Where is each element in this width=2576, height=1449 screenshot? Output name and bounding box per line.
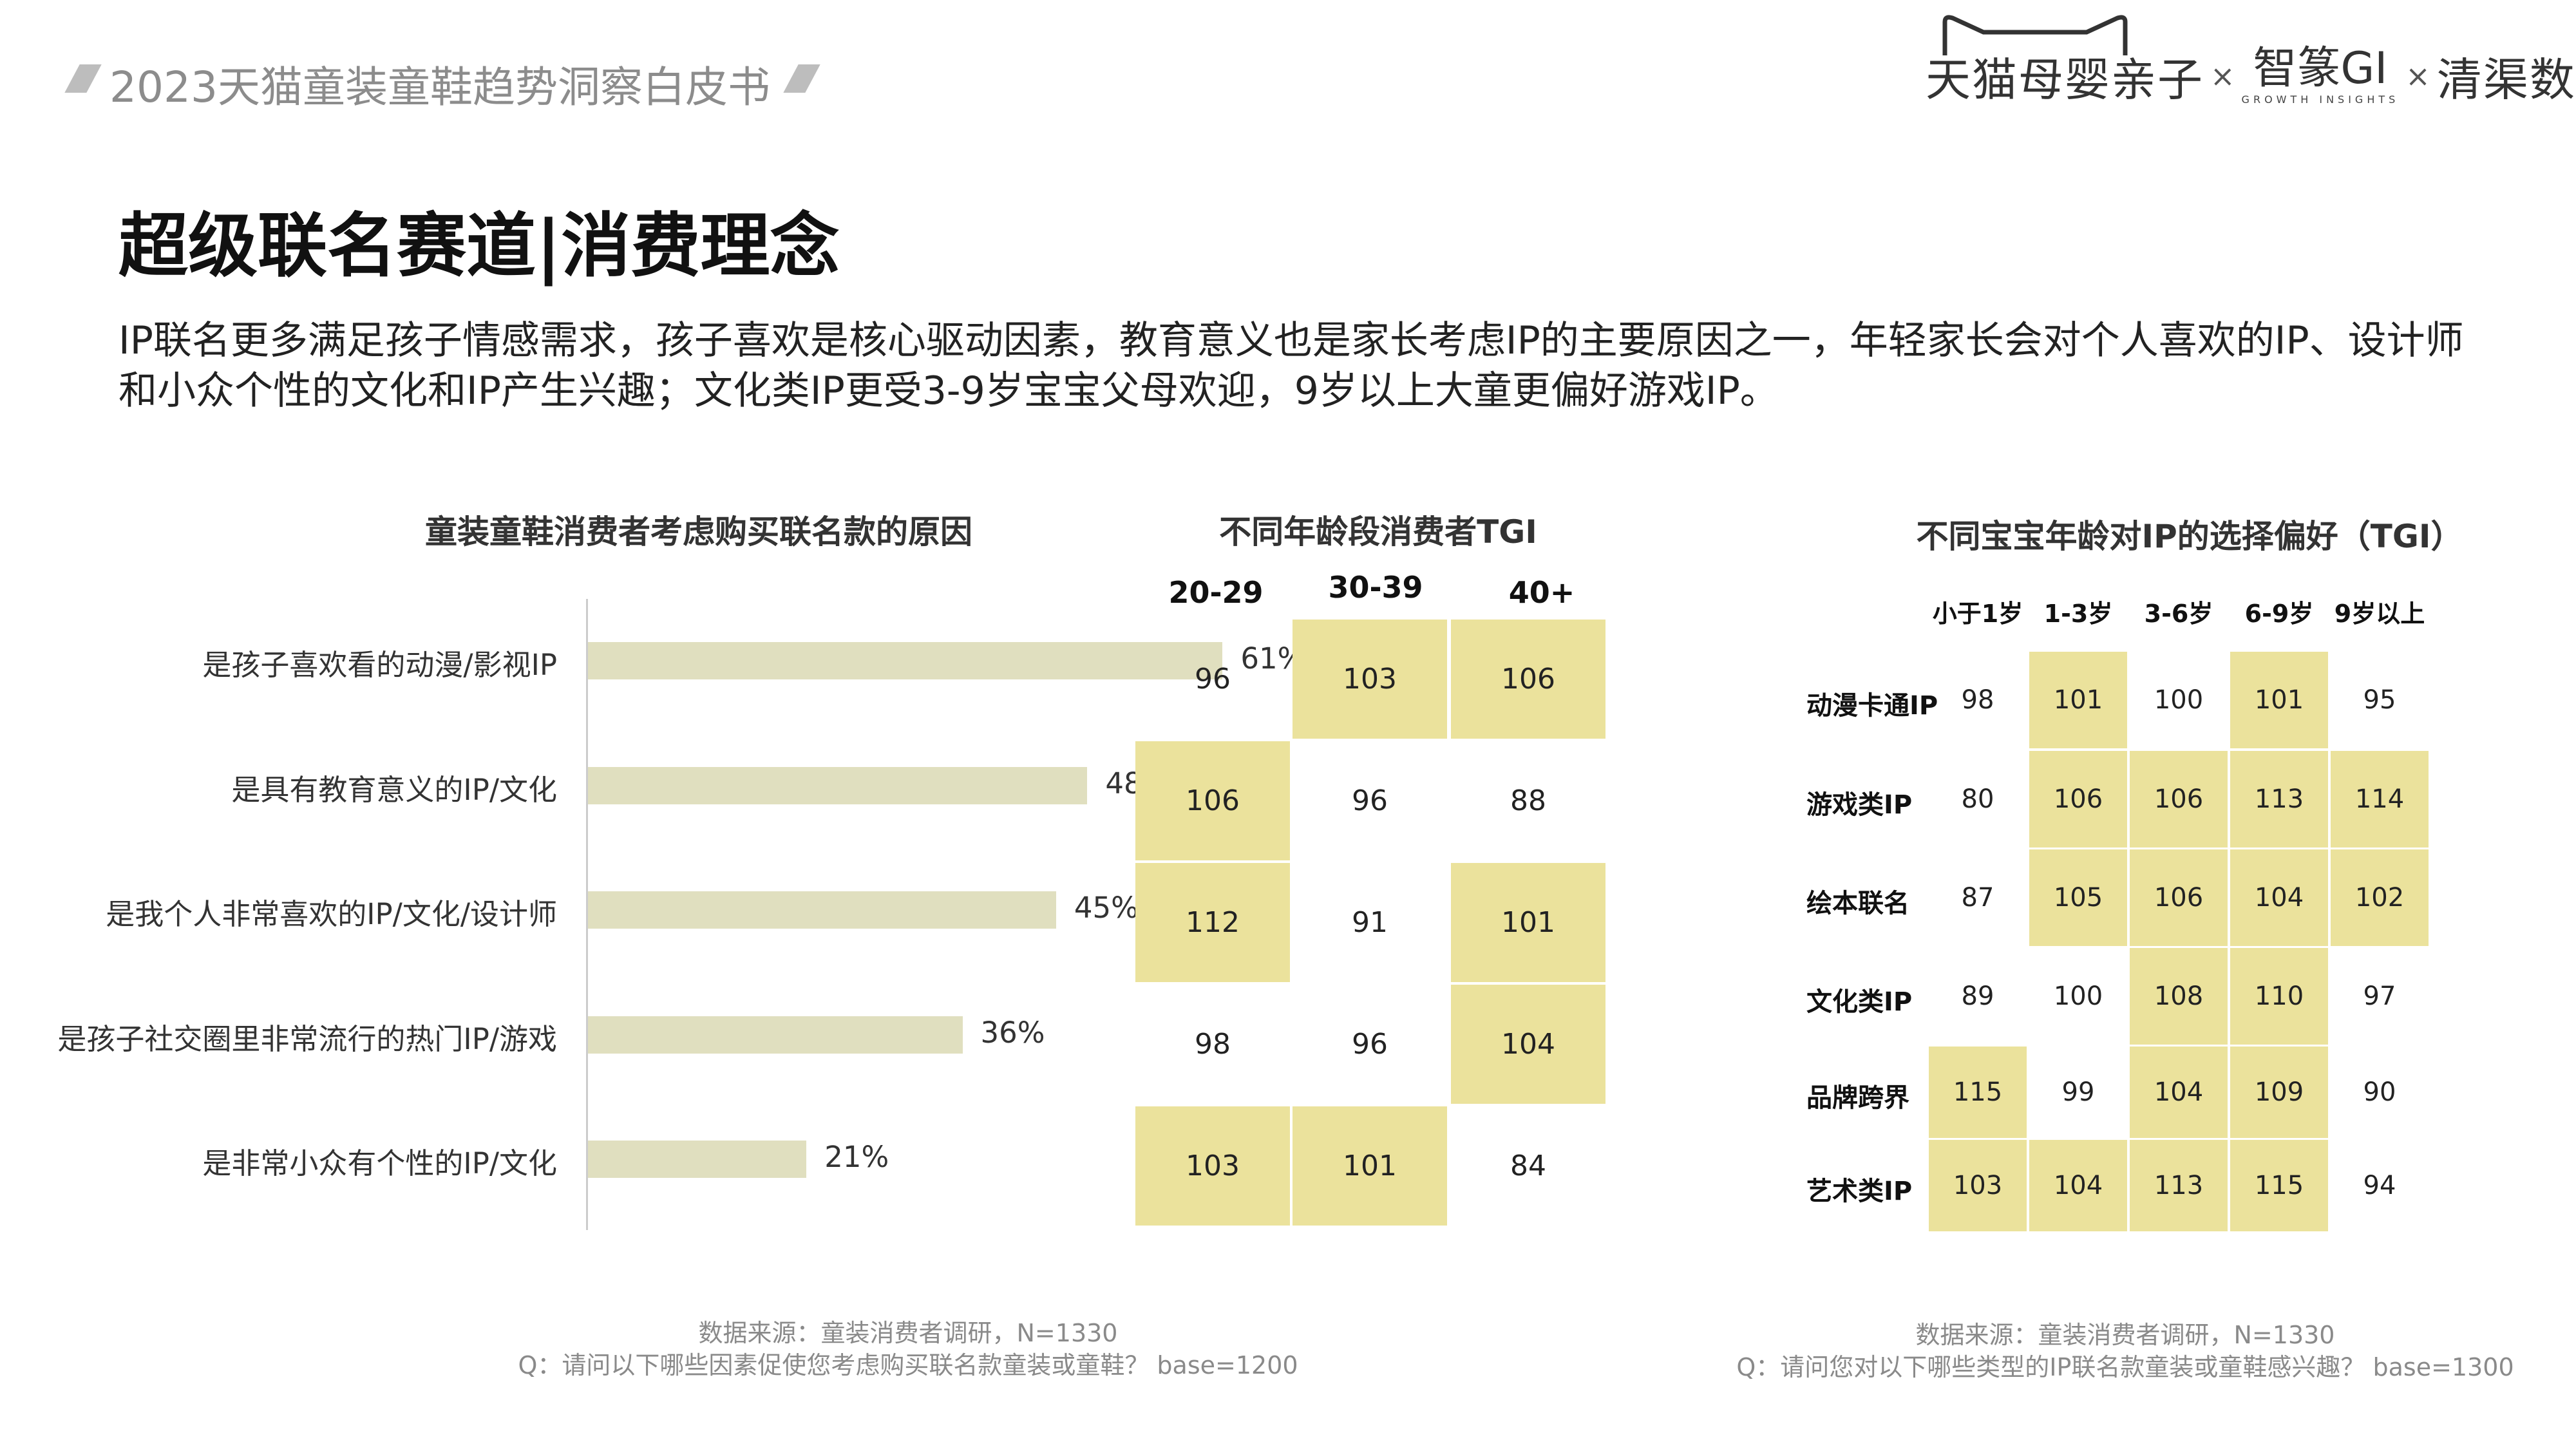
bar-chart-source-question: Q：请问以下哪些因素促使您考虑购买联名款童装或童鞋？ base=1200 [518, 1351, 1298, 1379]
age-tgi-cell: 101 [1293, 1106, 1447, 1226]
baby-tgi-cell: 110 [2230, 948, 2328, 1045]
baby-tgi-column-header: 小于1岁 [1932, 600, 2023, 628]
age-tgi-cell: 91 [1352, 906, 1388, 939]
age-tgi-cell: 106 [1451, 620, 1605, 739]
baby-chart-source-line: 数据来源：童装消费者调研，N=1330 [1915, 1321, 2335, 1349]
bar-category-label: 是我个人非常喜欢的IP/文化/设计师 [106, 897, 557, 931]
baby-tgi-cell: 104 [2130, 1046, 2228, 1138]
baby-tgi-cell: 104 [2029, 1140, 2127, 1231]
logo-gi-subtext: GROWTH INSIGHTS [2241, 93, 2400, 106]
age-tgi-cell: 106 [1135, 741, 1290, 860]
logo-separator: × [2210, 59, 2235, 93]
age-tgi-column-header: 20-29 [1168, 575, 1264, 610]
baby-tgi-cell: 101 [2230, 652, 2328, 748]
age-tgi-column-header: 40+ [1508, 575, 1575, 610]
age-tgi-cell: 96 [1352, 784, 1388, 817]
baby-tgi-cell: 87 [1961, 883, 1994, 913]
bar [588, 1016, 963, 1054]
baby-tgi-cell: 105 [2029, 849, 2127, 946]
baby-tgi-title: 不同宝宝年龄对IP的选择偏好（TGI） [1916, 518, 2463, 555]
baby-tgi-cell: 102 [2331, 849, 2429, 946]
bar-value-label: 45% [1074, 891, 1139, 925]
baby-tgi-cell: 106 [2029, 751, 2127, 848]
baby-tgi-cell: 114 [2331, 751, 2429, 848]
baby-tgi-cell: 94 [2363, 1171, 2396, 1200]
age-tgi-cell: 103 [1135, 1106, 1290, 1226]
header-slash-left-icon [64, 64, 102, 93]
baby-tgi-cell: 80 [1961, 784, 1994, 814]
bar-chart-source-line: 数据来源：童装消费者调研，N=1330 [698, 1319, 1118, 1347]
baby-chart-source: 数据来源：童装消费者调研，N=1330 Q：请问您对以下哪些类型的IP联名款童装… [1707, 1319, 2544, 1383]
baby-tgi-column-header: 9岁以上 [2334, 600, 2425, 628]
baby-tgi-row-label: 绘本联名 [1806, 889, 1909, 918]
age-tgi-column-header: 30-39 [1328, 570, 1423, 605]
bar [588, 766, 1088, 804]
baby-tgi-cell: 95 [2363, 685, 2396, 715]
baby-tgi-cell: 108 [2130, 948, 2228, 1045]
baby-tgi-cell: 99 [2061, 1077, 2095, 1107]
baby-tgi-cell: 100 [2053, 981, 2103, 1011]
tmall-cat-ears-icon [1942, 14, 2128, 55]
page-subtitle: IP联名更多满足孩子情感需求，孩子喜欢是核心驱动因素，教育意义也是家长考虑IP的… [118, 318, 2464, 413]
baby-tgi-row-label: 游戏类IP [1806, 790, 1913, 820]
baby-tgi-cell: 115 [1929, 1046, 2027, 1138]
bar-category-label: 是非常小众有个性的IP/文化 [202, 1146, 557, 1180]
baby-tgi-cell: 98 [1961, 685, 1994, 715]
baby-tgi-row-label: 艺术类IP [1806, 1177, 1913, 1206]
baby-tgi-cell: 104 [2230, 849, 2328, 946]
baby-tgi-column-header: 6-9岁 [2244, 600, 2314, 628]
baby-tgi-row-label: 文化类IP [1806, 987, 1913, 1017]
bar-category-label: 是孩子社交圈里非常流行的热门IP/游戏 [57, 1021, 557, 1056]
bar-value-label: 36% [980, 1015, 1045, 1050]
baby-tgi-cell: 113 [2230, 751, 2328, 848]
age-tgi-cell: 84 [1510, 1150, 1546, 1182]
age-tgi-cell: 96 [1352, 1028, 1388, 1061]
baby-tgi-row-label: 动漫卡通IP [1806, 691, 1938, 721]
bar [588, 891, 1056, 929]
baby-tgi-cell: 89 [1961, 981, 1994, 1011]
baby-tgi-cell: 97 [2363, 981, 2396, 1011]
logo-separator: × [2405, 59, 2430, 93]
page-title: 超级联名赛道|消费理念 [118, 206, 840, 287]
gi-logo: 智篆GI GROWTH INSIGHTS [2241, 43, 2400, 106]
age-tgi-cell: 104 [1451, 985, 1605, 1104]
bar-category-label: 是具有教育意义的IP/文化 [231, 772, 557, 807]
bar-value-label: 21% [824, 1140, 889, 1174]
logo-tmall-text: 天猫母婴亲子 [1926, 53, 2204, 106]
bar-chart-axis [586, 599, 588, 1230]
logo-qingqu-text: 清渠数据 [2436, 53, 2576, 106]
baby-tgi-cell: 103 [1929, 1140, 2027, 1231]
age-tgi-title: 不同年龄段消费者TGI [1219, 513, 1537, 551]
bar-chart-source: 数据来源：童装消费者调研，N=1330 Q：请问以下哪些因素促使您考虑购买联名款… [489, 1317, 1327, 1381]
tmall-logo: 天猫母婴亲子 [1926, 14, 2204, 109]
baby-tgi-cell: 109 [2230, 1046, 2328, 1138]
age-tgi-cell: 98 [1195, 1028, 1231, 1061]
bar [588, 1141, 807, 1178]
header-slash-right-icon [783, 64, 820, 93]
bar-chart-title: 童装童鞋消费者考虑购买联名款的原因 [425, 513, 972, 551]
baby-tgi-cell: 106 [2130, 751, 2228, 848]
bar-category-label: 是孩子喜欢看的动漫/影视IP [202, 648, 557, 682]
baby-tgi-cell: 113 [2130, 1140, 2228, 1231]
age-tgi-cell: 88 [1510, 784, 1546, 817]
baby-tgi-row-label: 品牌跨界 [1806, 1083, 1909, 1113]
baby-tgi-cell: 90 [2363, 1077, 2396, 1107]
partner-logos: 天猫母婴亲子 × 智篆GI GROWTH INSIGHTS × 清渠数据 [1926, 14, 2576, 128]
baby-tgi-cell: 100 [2154, 685, 2204, 715]
baby-tgi-cell: 106 [2130, 849, 2228, 946]
age-tgi-cell: 103 [1293, 620, 1447, 739]
report-title: 2023天猫童装童鞋趋势洞察白皮书 [109, 62, 770, 112]
age-tgi-cell: 112 [1135, 863, 1290, 982]
baby-tgi-column-header: 3-6岁 [2144, 600, 2213, 628]
bar [588, 642, 1223, 679]
baby-tgi-cell: 101 [2029, 652, 2127, 748]
age-tgi-cell: 96 [1195, 663, 1231, 696]
age-tgi-cell: 101 [1451, 863, 1605, 982]
baby-tgi-cell: 115 [2230, 1140, 2328, 1231]
baby-chart-source-question: Q：请问您对以下哪些类型的IP联名款童装或童鞋感兴趣？ base=1300 [1736, 1353, 2514, 1381]
logo-gi-text: 智篆GI [2253, 43, 2388, 94]
baby-tgi-column-header: 1-3岁 [2043, 600, 2113, 628]
